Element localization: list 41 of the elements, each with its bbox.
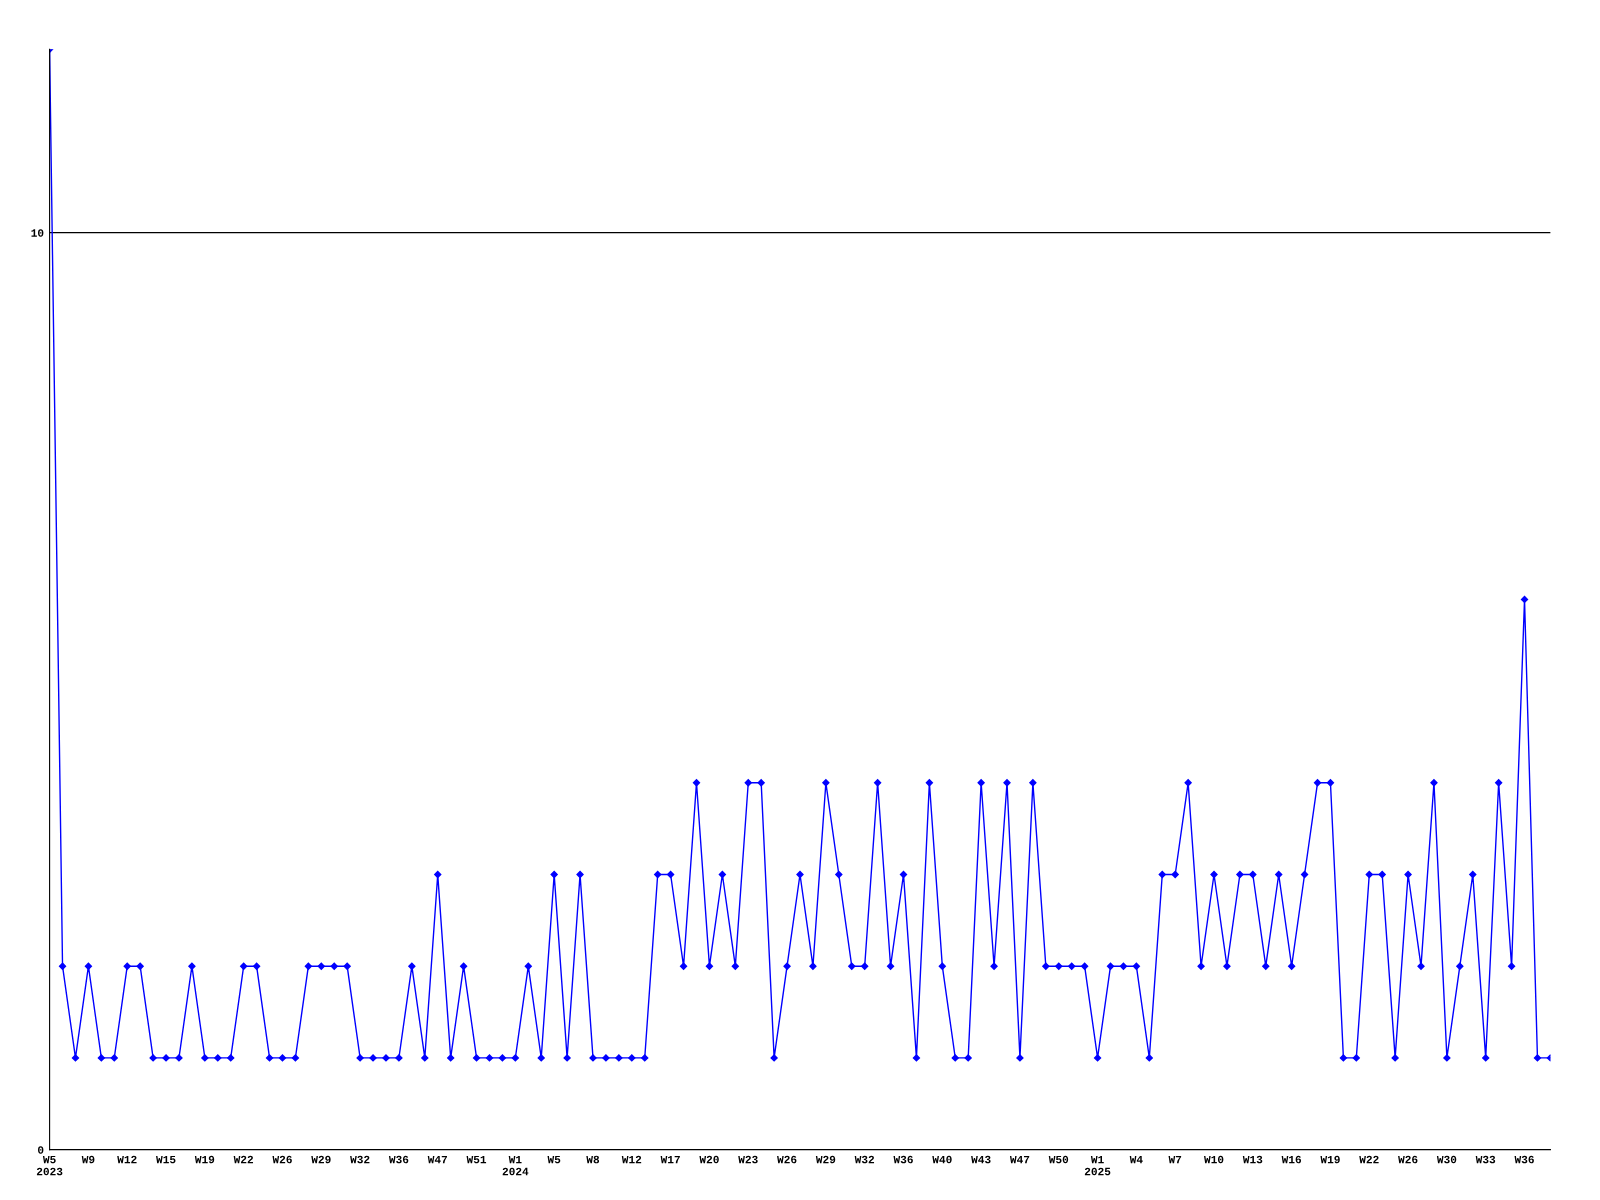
x-tick-label: W32 — [854, 1155, 875, 1164]
y-tick-label: 10 — [31, 229, 44, 237]
x-tick-label: W16 — [1281, 1155, 1302, 1164]
x-tick-label: W36 — [388, 1155, 409, 1164]
x-tick-label: W19 — [194, 1155, 215, 1164]
x-tick-label: W4 — [1129, 1155, 1143, 1164]
x-tick-label: W12 — [621, 1155, 642, 1164]
x-tick-label: W47 — [427, 1155, 447, 1164]
x-tick-label: W23 — [738, 1155, 758, 1164]
x-tick-label: W26 — [272, 1155, 292, 1164]
x-tick-label: W26 — [1398, 1155, 1418, 1164]
x-tick-label: W12 — [117, 1155, 137, 1164]
x-tick-label: W22 — [1359, 1155, 1379, 1164]
x-tick-label: W10 — [1204, 1155, 1224, 1164]
x-tick-label: W5 — [547, 1155, 561, 1164]
x-tick-label: W36 — [1514, 1155, 1534, 1164]
x-tick-label: W26 — [777, 1155, 797, 1164]
x-tick-label: W22 — [233, 1155, 254, 1164]
x-tick-label: W8 — [586, 1155, 600, 1164]
x-tick-label: W36 — [893, 1155, 913, 1164]
x-tick-label: W47 — [1009, 1155, 1030, 1164]
x-tick-label: W15 — [156, 1155, 176, 1164]
x-tick-label: W32 — [350, 1155, 370, 1164]
x-tick-label: W1 2025 — [1084, 1155, 1111, 1176]
x-tick-label: W51 — [466, 1155, 487, 1164]
x-tick-label: W17 — [660, 1155, 680, 1164]
x-tick-label: W29 — [815, 1155, 836, 1164]
x-tick-label: W33 — [1475, 1155, 1496, 1164]
x-tick-label: W7 — [1168, 1155, 1182, 1164]
x-tick-label: W19 — [1320, 1155, 1340, 1164]
y-tick-label: 0 — [38, 1146, 44, 1154]
x-tick-label: W50 — [1048, 1155, 1069, 1164]
x-tick-label: W30 — [1436, 1155, 1457, 1164]
x-tick-label: W40 — [932, 1155, 952, 1164]
x-tick-label: W5 2023 — [36, 1155, 63, 1176]
x-tick-label: W13 — [1242, 1155, 1263, 1164]
x-tick-label: W1 2024 — [502, 1155, 529, 1176]
x-tick-label: W9 — [81, 1155, 95, 1164]
x-tick-label: W20 — [699, 1155, 719, 1164]
x-tick-label: W43 — [971, 1155, 991, 1164]
x-tick-label: W29 — [311, 1155, 331, 1164]
